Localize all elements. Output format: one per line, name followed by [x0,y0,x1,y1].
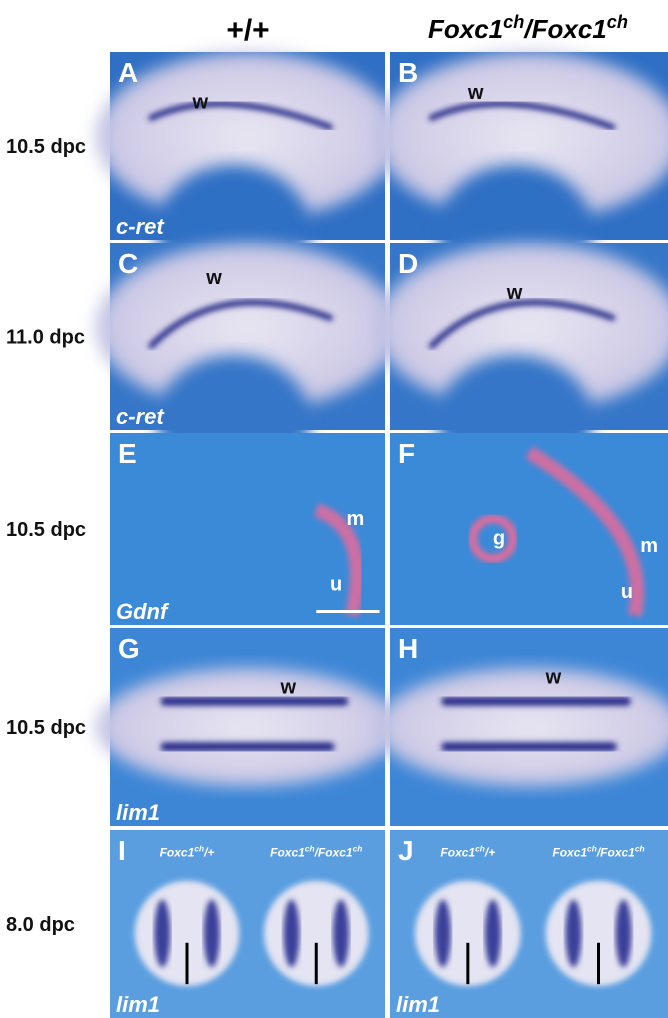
panel-letter: J [398,835,414,866]
genotype-label-part: /Foxc1 [314,845,353,859]
gene-label: lim1 [396,992,440,1017]
annotation: u [621,581,633,603]
genotype-label-part: ch [194,843,204,853]
annotation: w [467,82,484,104]
annotation: w [545,666,562,688]
annotation: w [506,282,523,304]
panel-letter: E [118,438,137,469]
stain [616,900,632,968]
panel-letter: F [398,438,415,469]
stain [435,900,451,968]
tissue [376,668,668,787]
genotype-label: Foxc1ch/Foxc1ch [552,843,644,859]
column-header: Foxc1ch/Foxc1ch [428,12,628,44]
genotype-label-part: Foxc1 [552,845,587,859]
genotype-label: Foxc1ch/+ [440,843,495,859]
annotation: w [192,91,209,113]
annotation: g [493,527,505,549]
panel [110,433,385,625]
genotype-label-part: ch [475,843,485,853]
gene-label: c-ret [116,404,165,429]
panel [96,628,399,826]
gene-label: Gdnf [116,599,170,624]
annotation: m [347,508,365,530]
panel-letter: G [118,633,140,664]
genotype-label-part: /+ [203,845,214,859]
stain [154,900,170,968]
panel-letter: I [118,835,126,866]
gene-label: lim1 [116,992,160,1017]
stain [565,900,581,968]
genotype-label: Foxc1ch/Foxc1ch [270,843,362,859]
genotype-label-part: ch [635,843,645,853]
stain [485,900,501,968]
panel-letter: C [118,248,138,279]
genotype-label-part: /+ [484,845,495,859]
panel-letter: A [118,57,138,88]
genotype-label-part: /Foxc1 [596,845,635,859]
stage-label: 11.0 dpc [6,327,85,349]
genotype-label-part: ch [305,843,315,853]
stage-label: 10.5 dpc [6,519,86,541]
stain [204,900,220,968]
figure: +/+Foxc1ch/Foxc1ch10.5 dpcAc-retwBw11.0 … [0,0,668,1018]
genotype-label-part: Foxc1 [440,845,475,859]
stage-label: 8.0 dpc [6,914,75,936]
panel-letter: B [398,57,418,88]
annotation: m [640,535,658,557]
stage-label: 10.5 dpc [6,717,86,739]
panel-letter: D [398,248,418,279]
annotation: w [205,267,222,289]
column-header-part: ch [503,12,524,32]
column-header-part: ch [607,12,628,32]
tissue [96,668,399,787]
stain [333,900,349,968]
gene-label: lim1 [116,800,160,825]
stain [284,900,300,968]
genotype-label-part: Foxc1 [270,845,305,859]
gene-label: c-ret [116,214,165,239]
panel [376,628,668,826]
genotype-label-part: Foxc1 [160,845,195,859]
genotype-label-part: ch [353,843,363,853]
column-header-part: Foxc1 [428,14,503,44]
genotype-label-part: ch [587,843,597,853]
column-header-part: +/+ [226,14,269,47]
column-header-part: /Foxc1 [523,14,606,44]
stage-label: 10.5 dpc [6,136,86,158]
panel-letter: H [398,633,418,664]
annotation: w [280,676,297,698]
annotation: u [330,573,342,595]
genotype-label: Foxc1ch/+ [160,843,215,859]
column-header: +/+ [226,14,269,47]
